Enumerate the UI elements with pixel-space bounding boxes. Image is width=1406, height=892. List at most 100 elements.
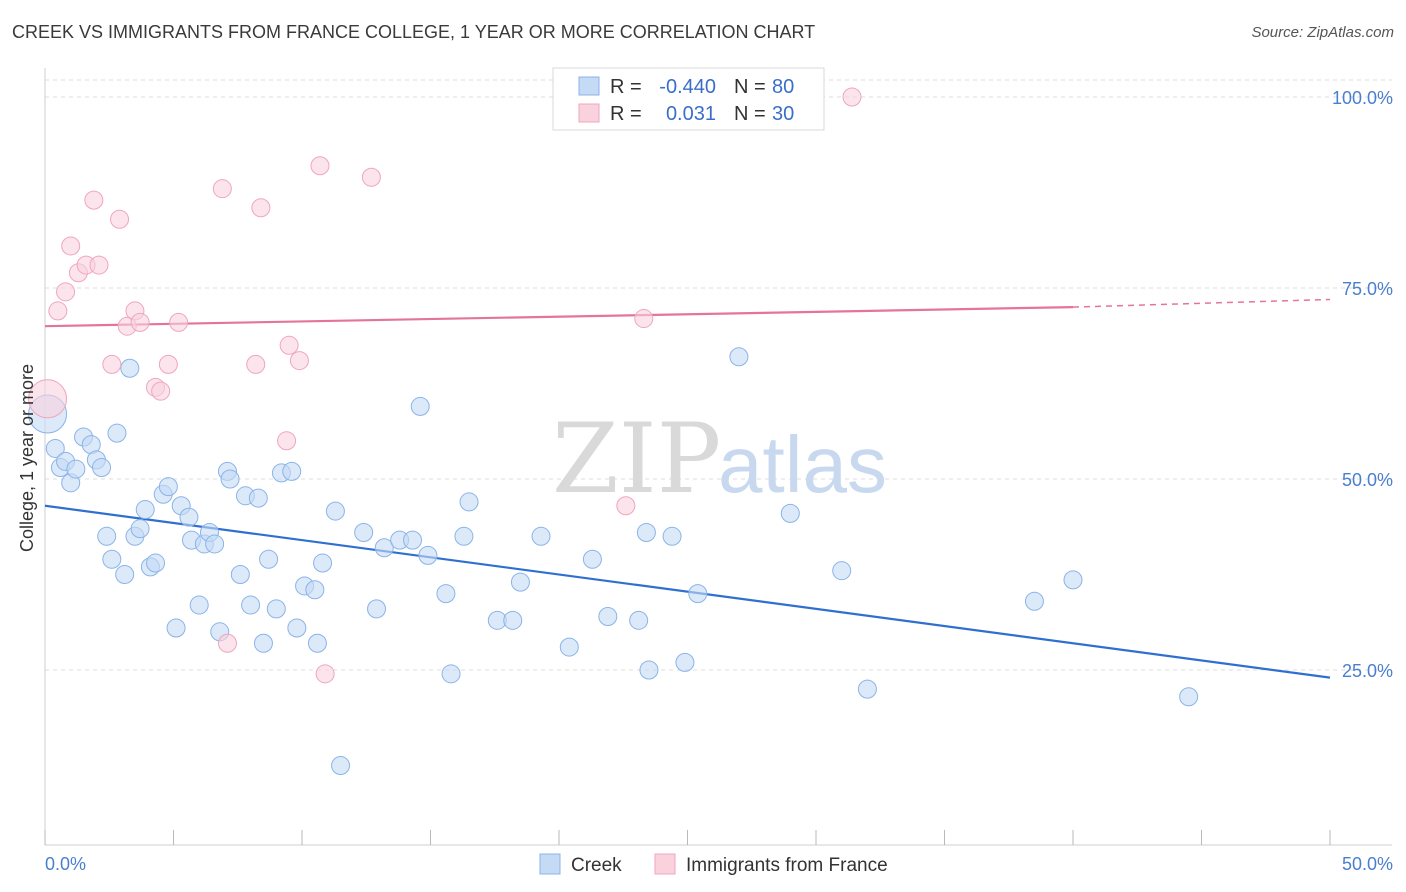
creek-point-22 [166, 618, 186, 638]
creek-point-5 [66, 459, 86, 479]
creek-point-10 [97, 526, 117, 546]
legend-swatch-creek [578, 76, 600, 96]
france-point-8 [102, 354, 122, 374]
france-point-28 [634, 309, 654, 329]
creek-point-14 [120, 358, 140, 378]
france-point-0 [28, 379, 68, 419]
bottom-legend: Creek Immigrants from France [539, 853, 888, 876]
creek-point-75 [832, 561, 852, 581]
creek-point-17 [135, 500, 155, 520]
watermark-atlas: atlas [718, 420, 887, 509]
creek-point-78 [1063, 570, 1083, 590]
bottom-legend-swatch-creek [539, 853, 561, 875]
legend-n-label-creek: N = [734, 76, 766, 98]
x-tick-label-right: 50.0% [1342, 854, 1393, 874]
creek-point-16 [130, 519, 150, 539]
creek-point-26 [189, 595, 209, 615]
creek-point-37 [253, 633, 273, 653]
creek-point-66 [598, 607, 618, 627]
data-points [28, 87, 1199, 775]
creek-point-29 [205, 534, 225, 554]
creek-point-51 [374, 538, 394, 558]
france-point-24 [310, 156, 330, 176]
creek-point-64 [559, 637, 579, 657]
france-point-12 [130, 312, 150, 332]
creek-point-70 [662, 526, 682, 546]
france-point-20 [251, 198, 271, 218]
creek-point-19 [146, 553, 166, 573]
creek-point-62 [510, 572, 530, 592]
creek-point-50 [367, 599, 387, 619]
source-label: Source: ZipAtlas.com [1251, 24, 1394, 41]
creek-point-55 [418, 545, 438, 565]
creek-point-48 [331, 756, 351, 775]
france-point-27 [616, 496, 636, 516]
y-tick-labels: 100.0% 75.0% 50.0% 25.0% [1332, 88, 1393, 681]
france-point-26 [361, 167, 381, 187]
series-1 [28, 87, 862, 684]
france-point-21 [277, 431, 297, 451]
france-point-6 [84, 190, 104, 210]
legend-n-france: 30 [772, 103, 794, 125]
creek-point-21 [158, 477, 178, 497]
watermark: ZIP atlas [552, 403, 887, 515]
axes [44, 68, 1392, 846]
y-axis-label: College, 1 year or more [17, 364, 37, 552]
france-point-1 [48, 301, 68, 321]
creek-point-73 [729, 347, 749, 367]
creek-point-33 [230, 565, 250, 584]
y-tick-label-3: 25.0% [1342, 661, 1393, 681]
legend-r-creek: -0.440 [659, 76, 716, 98]
france-point-29 [842, 87, 862, 107]
creek-point-72 [688, 584, 708, 604]
creek-point-58 [454, 526, 474, 546]
france-trendline [44, 306, 1074, 328]
bottom-legend-label-france: Immigrants from France [686, 855, 888, 876]
legend-swatch-france [578, 103, 600, 123]
creek-point-1 [45, 438, 65, 458]
y-tick-label-2: 50.0% [1342, 470, 1393, 490]
france-point-3 [61, 236, 81, 256]
creek-point-77 [1024, 591, 1044, 611]
creek-point-36 [248, 488, 268, 508]
france-point-18 [217, 633, 237, 653]
legend-n-creek: 80 [772, 76, 794, 98]
creek-point-61 [503, 610, 523, 630]
france-point-23 [289, 351, 309, 371]
france-point-22 [279, 335, 299, 355]
creek-point-24 [179, 507, 199, 527]
creek-point-71 [675, 652, 695, 672]
y-tick-label-0: 100.0% [1332, 88, 1393, 108]
legend-n-label-france: N = [734, 103, 766, 125]
legend-r-label-creek: R = [610, 76, 642, 98]
x-tick-label-left: 0.0% [45, 854, 86, 874]
creek-point-46 [313, 553, 333, 573]
creek-point-67 [629, 610, 649, 630]
creek-point-47 [325, 501, 345, 521]
france-trendline-extension [1072, 298, 1331, 308]
gridlines [45, 79, 1392, 671]
creek-point-53 [403, 530, 423, 550]
creek-point-49 [354, 522, 374, 542]
creek-point-65 [582, 549, 602, 569]
creek-point-13 [115, 565, 135, 584]
creek-point-45 [307, 633, 327, 653]
stats-legend: R = -0.440 N = 80 R = 0.031 N = 30 [552, 67, 825, 131]
creek-point-54 [410, 396, 430, 416]
france-point-19 [246, 354, 266, 374]
france-point-25 [315, 664, 335, 684]
bottom-legend-swatch-france [654, 853, 676, 875]
creek-point-35 [241, 595, 261, 615]
creek-point-38 [259, 549, 279, 569]
france-point-15 [158, 354, 178, 374]
creek-point-12 [107, 423, 127, 443]
france-point-9 [110, 209, 130, 229]
creek-point-32 [220, 469, 240, 489]
watermark-zip: ZIP [552, 403, 721, 515]
creek-point-42 [287, 618, 307, 638]
creek-point-9 [92, 458, 112, 478]
creek-point-68 [636, 522, 656, 542]
trendlines [44, 298, 1331, 679]
creek-point-69 [639, 660, 659, 680]
france-point-14 [151, 381, 171, 401]
